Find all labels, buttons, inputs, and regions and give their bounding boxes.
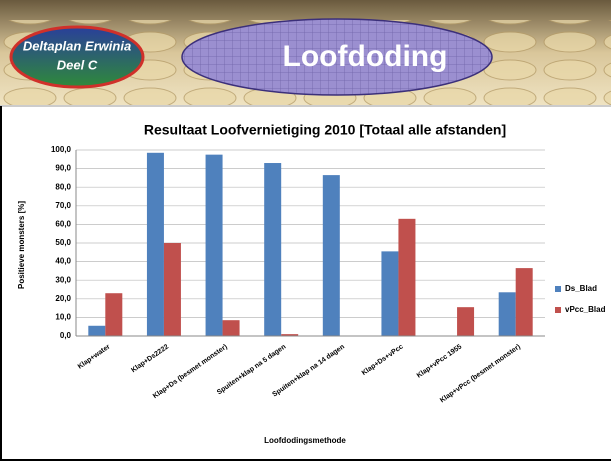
bar: [281, 334, 299, 336]
bar: [264, 163, 282, 336]
bar: [457, 307, 475, 336]
y-tick-label: 0,0: [60, 331, 72, 340]
bar: [398, 218, 416, 336]
bar: [146, 152, 164, 336]
bar: [105, 293, 123, 336]
x-axis-label: Loofdodingsmethode: [264, 436, 346, 445]
bar: [515, 268, 533, 336]
y-tick-label: 20,0: [55, 294, 71, 303]
x-tick-label: Klap+water: [77, 343, 112, 370]
bar: [205, 154, 223, 336]
badge-line1: Deltaplan Erwinia: [23, 38, 131, 53]
legend-label: Ds_Blad: [565, 284, 597, 293]
badge-line2: Deel C: [57, 57, 98, 72]
legend-label: vPcc_Blad: [565, 305, 606, 314]
y-tick-label: 70,0: [55, 201, 71, 210]
y-tick-label: 40,0: [55, 257, 71, 266]
badge: [9, 25, 145, 89]
legend-swatch: [555, 286, 561, 292]
y-tick-label: 50,0: [55, 238, 71, 247]
bar: [163, 243, 181, 336]
y-tick-label: 80,0: [55, 182, 71, 191]
bar: [88, 325, 106, 336]
slide-title: Loofdoding: [283, 40, 448, 73]
bar: [498, 292, 516, 336]
y-tick-label: 10,0: [55, 313, 71, 322]
title-oval: [181, 18, 493, 96]
y-tick-label: 60,0: [55, 220, 71, 229]
y-tick-label: 30,0: [55, 275, 71, 284]
y-tick-label: 90,0: [55, 164, 71, 173]
x-tick-label: Klap+Ds2222: [130, 343, 170, 374]
y-axis-label: Positieve monsters [%]: [17, 201, 26, 289]
bar: [222, 320, 240, 336]
chart-title: Resultaat Loofvernietiging 2010 [Totaal …: [144, 122, 506, 138]
x-tick-label: Klap+Ds+vPcc: [361, 343, 405, 377]
y-tick-label: 100,0: [51, 145, 72, 154]
bar: [322, 175, 340, 336]
x-tick-label: Klap+vPcc 1955: [416, 343, 464, 379]
bar: [381, 251, 399, 336]
legend-swatch: [555, 307, 561, 313]
